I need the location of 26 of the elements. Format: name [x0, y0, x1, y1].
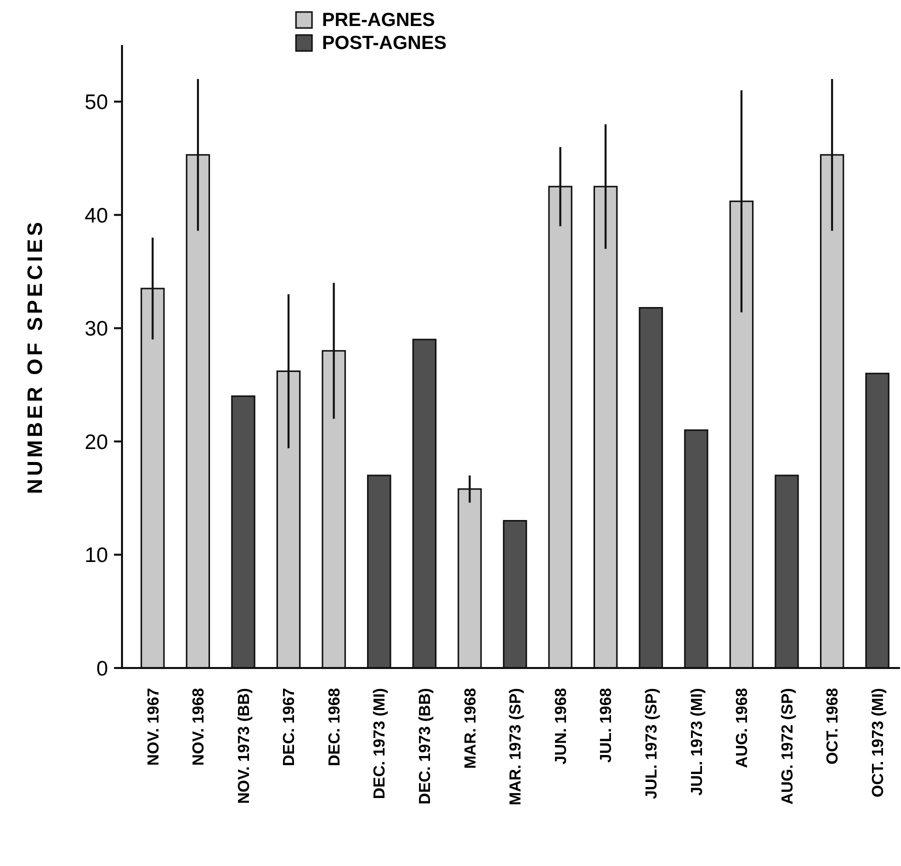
x-tick-label: DEC. 1973 (BB): [417, 688, 434, 804]
x-tick-label: MAR. 1968: [462, 688, 480, 769]
x-tick-label: DEC. 1968: [326, 688, 344, 766]
x-tick-label: JUL. 1973 (SP): [643, 688, 660, 800]
y-tick-label: 30: [84, 318, 108, 341]
x-tick-label: OCT. 1973 (MI): [870, 688, 887, 798]
x-tick-label: NOV. 1967: [145, 688, 162, 766]
y-tick-label: 20: [84, 430, 108, 454]
x-tick-label: DEC. 1967: [281, 688, 298, 766]
x-tick-label: MAR. 1973 (SP): [508, 688, 525, 806]
x-tick-label: JUL. 1973 (MI): [688, 688, 706, 796]
x-tick-label: AUG. 1972 (SP): [779, 688, 796, 804]
legend-label: POST-AGNES: [322, 33, 447, 54]
x-tick-label: OCT. 1968: [824, 688, 842, 764]
x-tick-label: JUL. 1968: [598, 688, 616, 763]
y-tick-label: 10: [84, 544, 108, 568]
y-tick-label: 50: [84, 90, 108, 114]
y-tick-label: 40: [84, 204, 108, 228]
legend-label: PRE-AGNES: [322, 10, 435, 31]
x-tick-label: AUG. 1968: [734, 688, 752, 768]
x-tick-label: JUN. 1968: [552, 688, 570, 764]
x-tick-label: NOV. 1973 (BB): [236, 688, 253, 804]
x-tick-label: DEC. 1973 (MI): [372, 688, 389, 800]
y-tick-label: 0: [96, 657, 108, 680]
x-tick-label: NOV. 1968: [190, 688, 208, 766]
y-axis-title: NUMBER OF SPECIES: [24, 218, 47, 494]
